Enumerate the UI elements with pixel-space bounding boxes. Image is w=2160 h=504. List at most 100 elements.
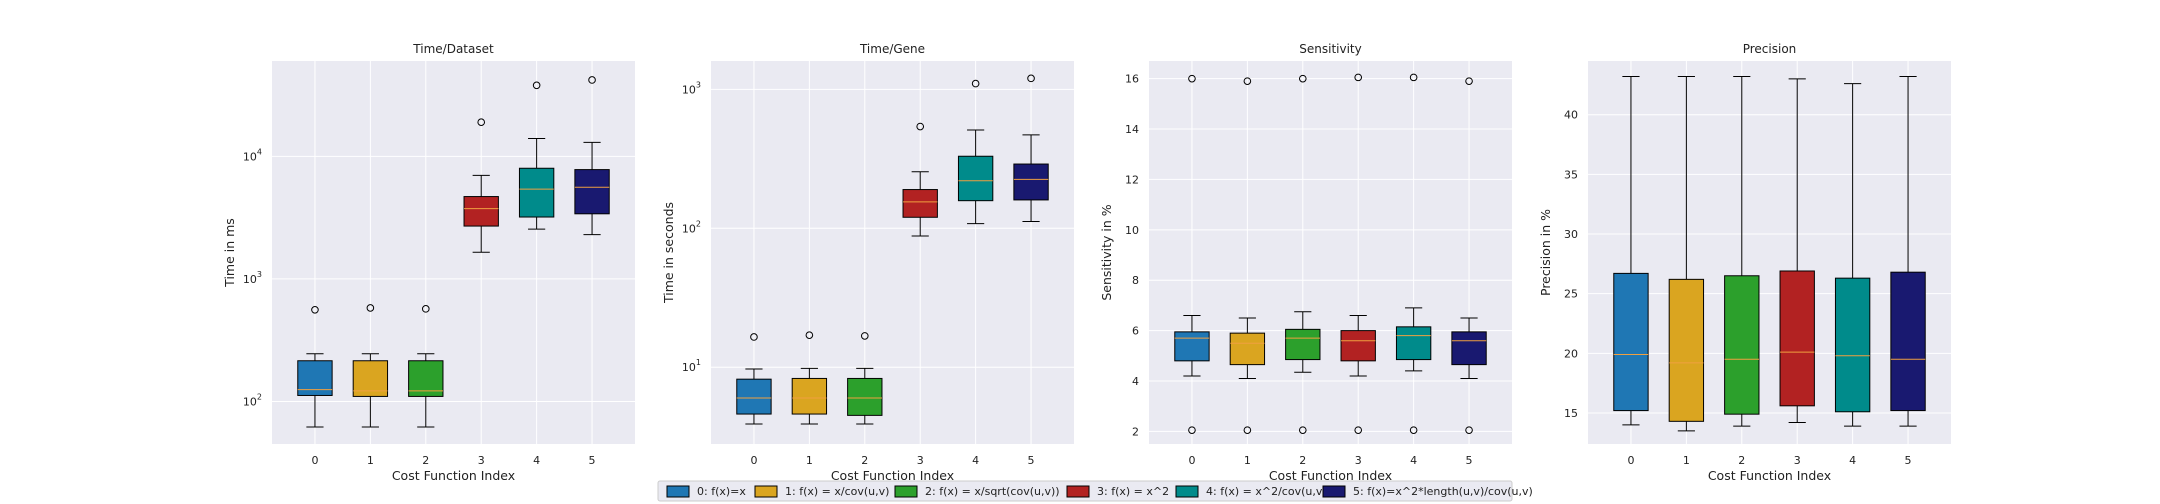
x-tick-label: 0: [1188, 454, 1195, 467]
box-iqr: [1890, 271, 1926, 412]
outlier-point: [916, 122, 925, 131]
legend-swatch: [894, 485, 918, 498]
y-tick-label: 103: [682, 80, 701, 96]
box-iqr: [518, 167, 555, 218]
chart-title: Time/Gene: [859, 42, 925, 56]
box-1: [352, 304, 389, 428]
outlier-point: [1354, 73, 1363, 82]
y-tick-label: 103: [243, 270, 262, 286]
box-5: [1013, 74, 1049, 222]
box-iqr: [1779, 270, 1815, 407]
x-tick-label: 4: [972, 454, 979, 467]
y-tick-label: 35: [1564, 168, 1578, 181]
y-tick-label: 16: [1125, 73, 1139, 86]
box-iqr: [1013, 163, 1049, 201]
chart-panel-0: 102 103 104 0 1 2 3 4 5 Time/Dataset Cost Function…: [222, 42, 635, 483]
y-tick-label: 25: [1564, 288, 1578, 301]
box-iqr: [957, 155, 994, 202]
legend-item-1: 1: f(x) = x/cov(u,v): [754, 485, 889, 498]
box-iqr: [1340, 330, 1376, 362]
legend-label: 4: f(x) = x^2/cov(u,v): [1206, 485, 1327, 498]
box-iqr: [736, 378, 772, 415]
x-tick-label: 2: [1299, 454, 1306, 467]
box-5: [574, 76, 610, 236]
box-iqr: [847, 377, 883, 416]
legend-label: 2: f(x) = x/sqrt(cov(u,v)): [925, 485, 1060, 498]
legend-label: 0: f(x)=x: [697, 485, 746, 498]
legend-item-4: 4: f(x) = x^2/cov(u,v): [1175, 485, 1327, 498]
box-iqr: [791, 377, 828, 415]
legend-swatch: [1175, 485, 1199, 498]
outlier-point: [1243, 426, 1252, 434]
y-tick-label: 14: [1125, 123, 1139, 136]
box-iqr: [1395, 326, 1432, 361]
outlier-point: [421, 305, 430, 313]
box-1: [791, 331, 828, 425]
box-iqr: [1451, 331, 1487, 366]
box-2: [408, 305, 444, 428]
chart-title: Precision: [1743, 42, 1797, 56]
legend-label: 3: f(x) = x^2: [1097, 485, 1169, 498]
outlier-point: [1465, 426, 1473, 434]
outlier-point: [477, 118, 486, 127]
y-tick-label: 104: [243, 147, 262, 163]
outlier-point: [971, 79, 980, 88]
box-iqr: [1724, 275, 1760, 415]
outlier-point: [366, 304, 375, 312]
legend-item-0: 0: f(x)=x: [666, 485, 746, 498]
legend: 0: f(x)=x 1: f(x) = x/cov(u,v) 2: f(x) = x…: [657, 480, 1533, 502]
x-tick-label: 0: [1627, 454, 1634, 467]
box-4: [1395, 73, 1432, 434]
y-axis-label: Precision in %: [1538, 209, 1553, 296]
box-0: [736, 333, 772, 425]
outlier-point: [1298, 426, 1307, 434]
legend-swatch: [754, 485, 778, 498]
outlier-point: [1188, 74, 1196, 83]
outlier-point: [1243, 77, 1252, 85]
box-5: [1890, 76, 1926, 427]
x-axis-label: Cost Function Index: [392, 468, 515, 483]
outlier-point: [805, 331, 814, 339]
box-2: [1285, 74, 1321, 434]
outlier-point: [532, 81, 541, 90]
legend-swatch: [666, 485, 690, 498]
x-tick-label: 0: [750, 454, 757, 467]
outlier-point: [1409, 426, 1418, 434]
box-4: [1834, 83, 1871, 427]
outlier-point: [1188, 426, 1196, 434]
box-5: [1451, 77, 1487, 434]
box-4: [957, 79, 994, 225]
box-1: [1229, 77, 1266, 434]
x-axis-label: Cost Function Index: [1708, 468, 1831, 483]
x-tick-label: 1: [806, 454, 813, 467]
x-tick-label: 2: [861, 454, 868, 467]
y-tick-label: 20: [1564, 347, 1578, 360]
legend-item-3: 3: f(x) = x^2: [1066, 485, 1169, 498]
x-axis-label: Cost Function Index: [1269, 468, 1392, 483]
box-iqr: [1613, 272, 1649, 412]
outlier-point: [588, 76, 596, 84]
y-axis-label: Time in seconds: [661, 202, 676, 304]
x-tick-label: 2: [1738, 454, 1745, 467]
box-3: [1779, 78, 1815, 424]
box-3: [463, 118, 499, 253]
x-tick-label: 1: [1244, 454, 1251, 467]
y-tick-label: 4: [1132, 375, 1139, 388]
x-tick-label: 4: [533, 454, 540, 467]
legend-item-2: 2: f(x) = x/sqrt(cov(u,v)): [894, 485, 1060, 498]
x-tick-label: 3: [478, 454, 485, 467]
chart-panel-3: 15 20 25 30 35 40 0 1 2 3 4 5 Precision Cost Function…: [1538, 42, 1951, 483]
box-2: [1724, 76, 1760, 427]
outlier-point: [1298, 74, 1307, 83]
x-tick-label: 3: [1794, 454, 1801, 467]
box-iqr: [297, 360, 333, 396]
y-tick-label: 102: [243, 392, 262, 408]
legend-swatch: [1066, 485, 1090, 498]
box-iqr: [1174, 331, 1210, 362]
y-tick-label: 2: [1132, 425, 1139, 438]
x-tick-label: 2: [422, 454, 429, 467]
box-iqr: [902, 189, 938, 218]
x-tick-label: 5: [1028, 454, 1035, 467]
box-iqr: [1834, 277, 1871, 413]
